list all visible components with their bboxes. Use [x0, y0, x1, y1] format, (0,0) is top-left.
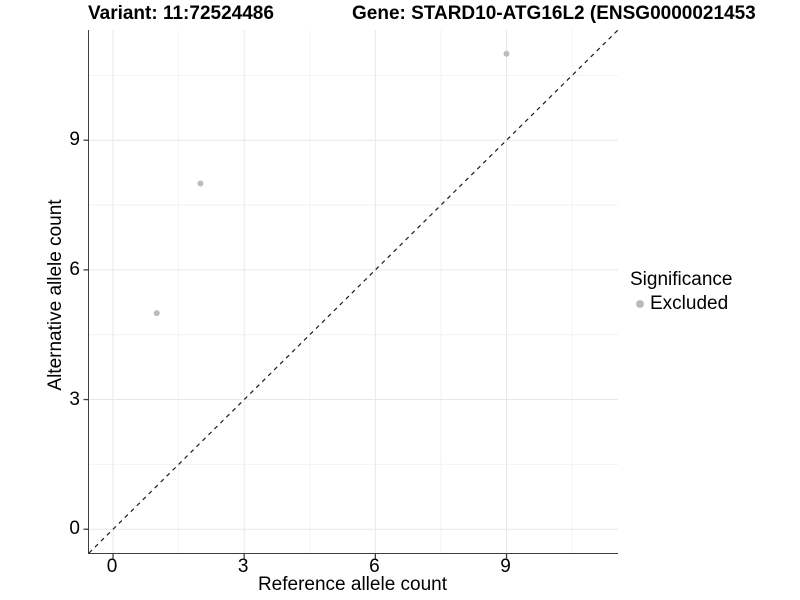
x-axis-title: Reference allele count	[257, 574, 448, 595]
data-point	[197, 180, 204, 187]
plot-area-svg	[83, 29, 619, 559]
y-axis-title: Alternative allele count	[45, 199, 66, 391]
legend: Significance Excluded	[630, 269, 732, 315]
plot-panel	[83, 29, 619, 559]
y-tick-label: 9	[69, 129, 80, 151]
y-tick-label: 6	[69, 258, 80, 280]
x-tick-label: 9	[500, 556, 511, 577]
data-point	[153, 310, 160, 317]
data-point	[503, 50, 510, 57]
y-tick-label: 3	[69, 388, 80, 410]
x-tick-label: 0	[106, 556, 118, 577]
x-tick-label: 6	[369, 556, 380, 577]
legend-item-label: Excluded	[650, 293, 729, 314]
identity-dashed-line	[88, 29, 619, 554]
major-gridlines	[89, 30, 618, 553]
plot-title-gene: Gene: STARD10-ATG16L2 (ENSG0000021453	[352, 3, 756, 24]
minor-gridlines	[89, 30, 618, 553]
x-tick-label: 3	[237, 556, 249, 577]
legend-item-excluded: Excluded	[630, 293, 732, 315]
legend-title: Significance	[630, 269, 733, 290]
axis-tick-marks	[83, 139, 508, 559]
data-points	[153, 50, 510, 317]
legend-point-icon	[636, 300, 644, 308]
plot-title-variant: Variant: 11:72524486	[88, 3, 274, 24]
y-tick-label: 0	[69, 518, 80, 540]
